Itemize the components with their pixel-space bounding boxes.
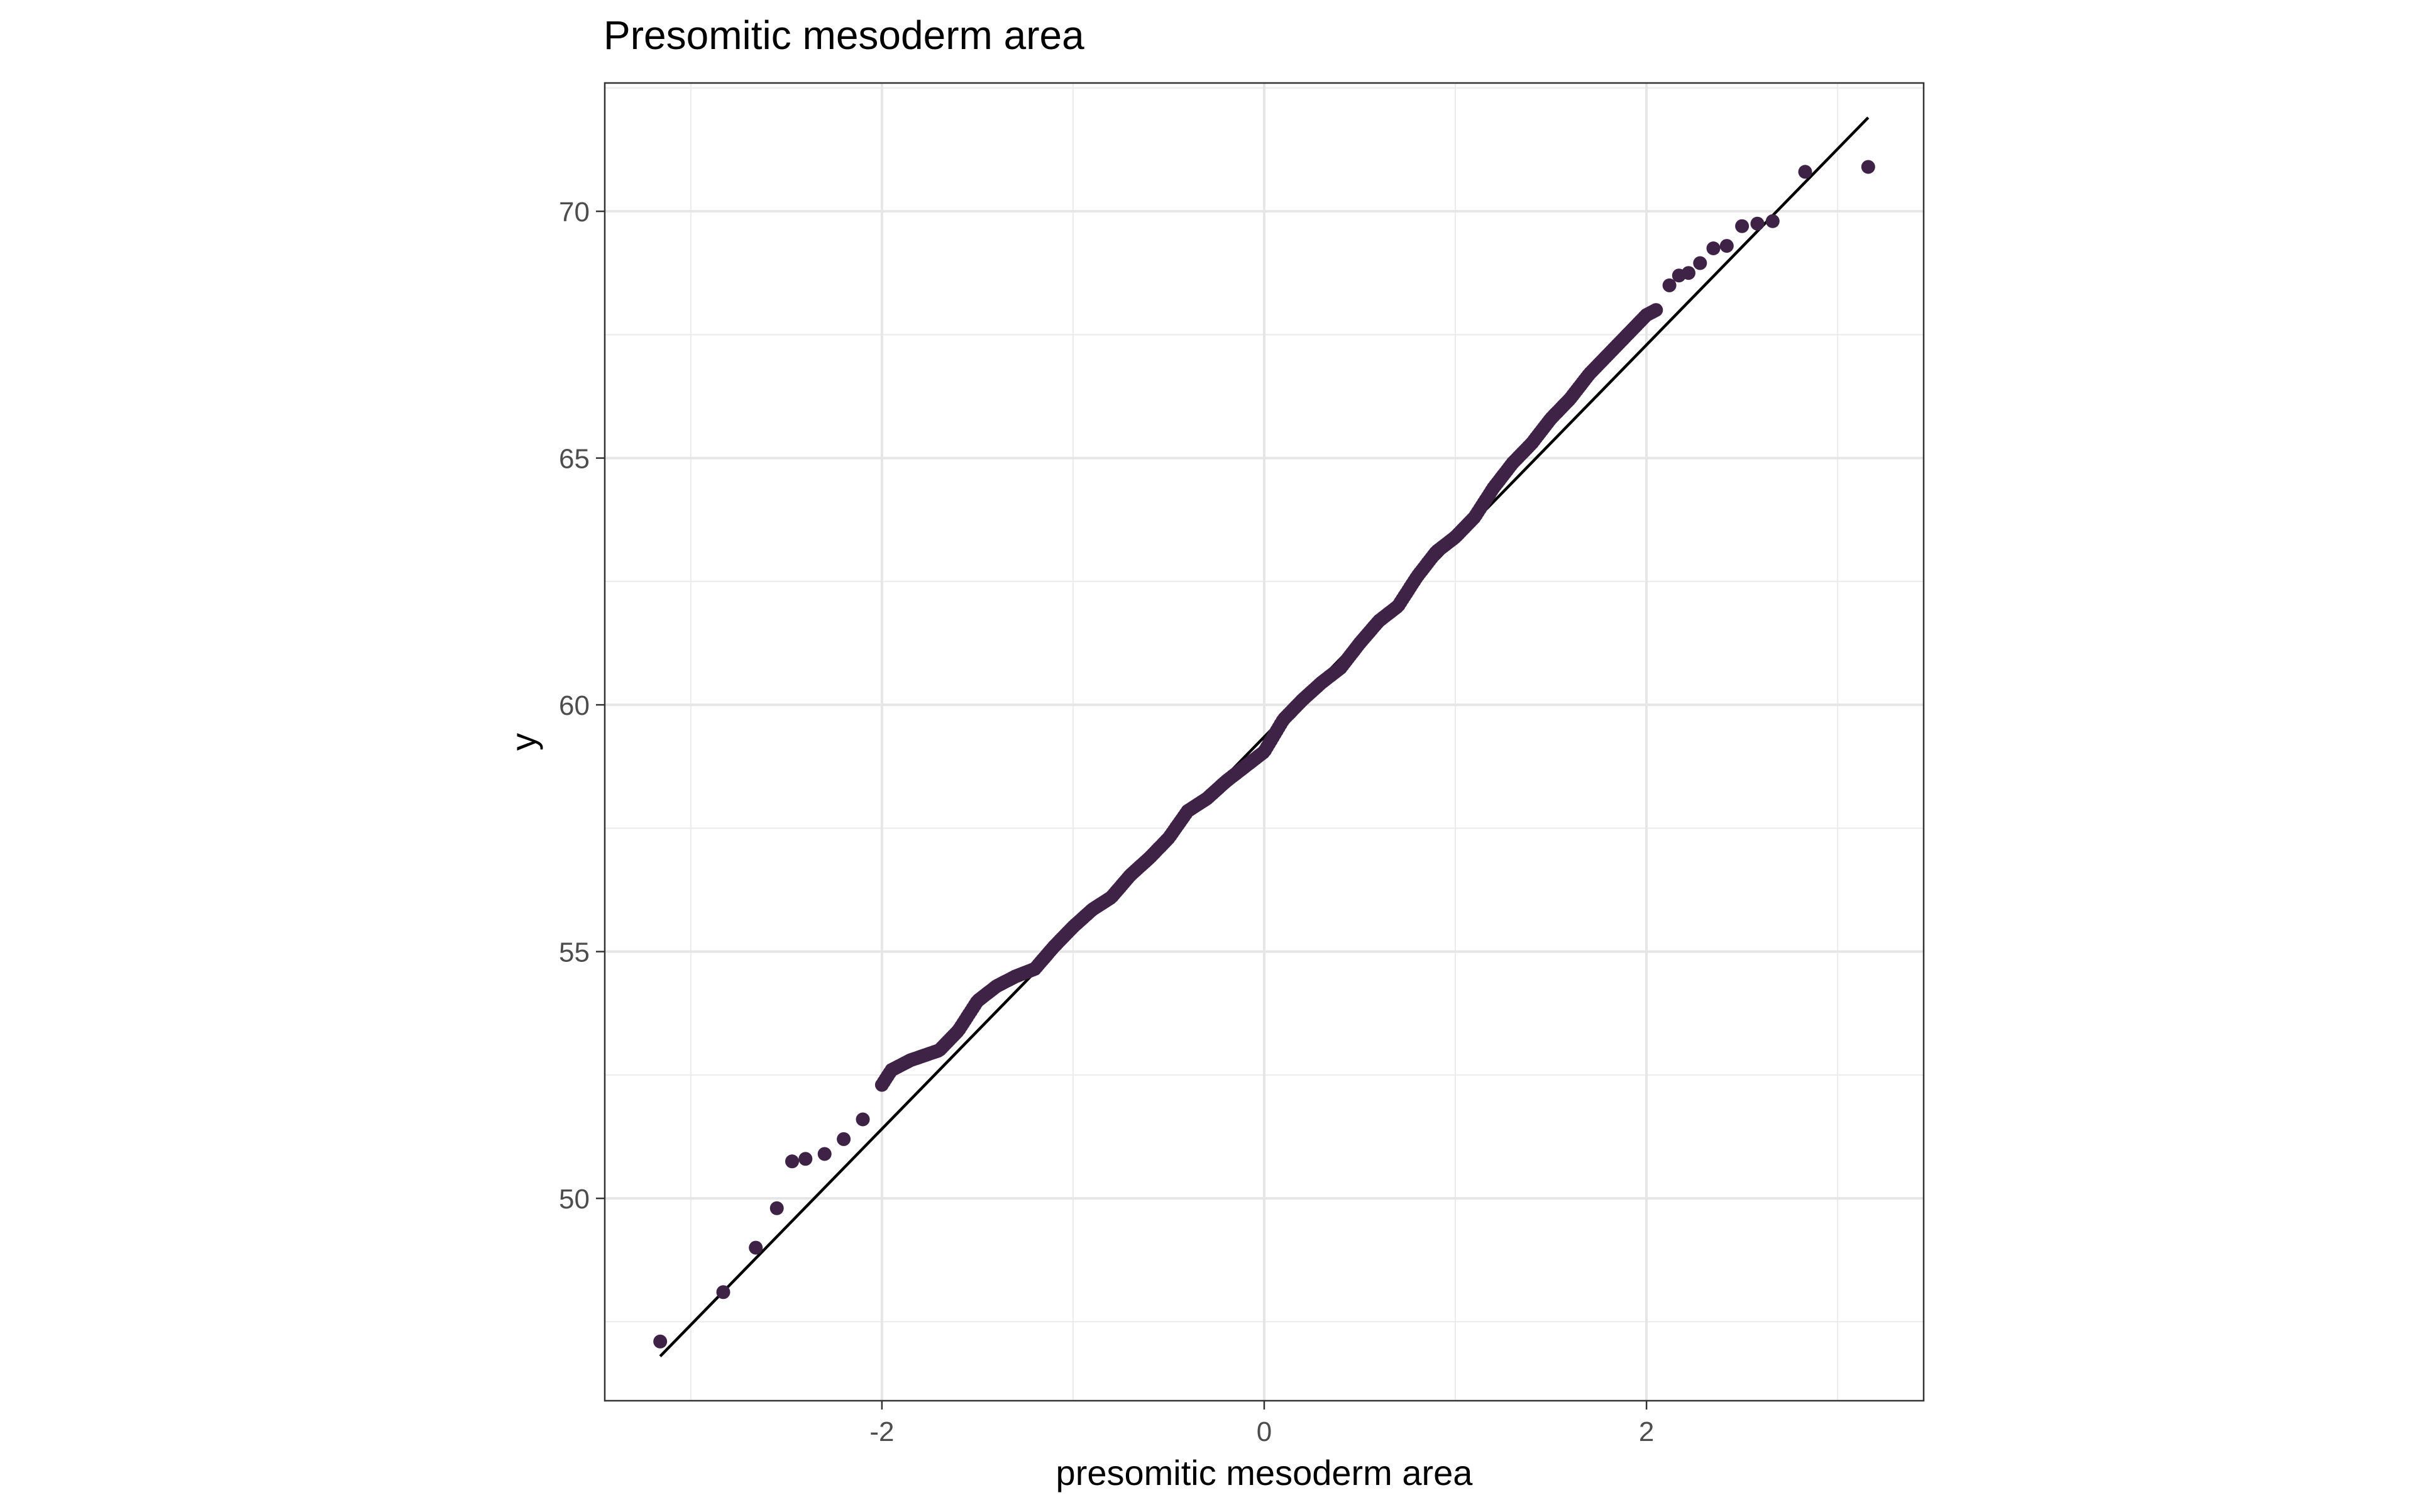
data-point	[749, 1240, 763, 1255]
data-point	[653, 1334, 668, 1349]
data-point	[1706, 241, 1721, 255]
y-tick-label: 60	[559, 690, 590, 721]
data-point	[1693, 256, 1707, 270]
data-point	[856, 1112, 870, 1127]
data-point	[716, 1285, 730, 1300]
data-point	[1682, 266, 1695, 280]
y-tick-label: 65	[559, 444, 590, 475]
x-tick-label: -2	[869, 1416, 894, 1447]
chart-title: Presomitic mesoderm area	[604, 13, 1084, 58]
y-tick-label: 50	[559, 1184, 590, 1215]
data-point	[1662, 278, 1677, 292]
qq-reference-line	[659, 116, 1870, 1357]
data-point	[785, 1154, 799, 1169]
data-point	[1861, 160, 1875, 174]
y-tick-label: 55	[559, 937, 590, 968]
x-axis-label: presomitic mesoderm area	[1056, 1453, 1474, 1493]
data-point	[1735, 219, 1750, 233]
data-point	[1750, 216, 1765, 231]
data-point	[817, 1147, 832, 1161]
data-point	[798, 1152, 813, 1166]
y-tick-label: 70	[559, 197, 590, 228]
x-tick-label: 2	[1639, 1416, 1654, 1447]
y-axis-label: y	[504, 733, 543, 751]
data-point	[1798, 165, 1812, 179]
data-point	[1649, 303, 1663, 317]
data-point	[1765, 214, 1780, 228]
data-point	[1719, 239, 1734, 253]
data-point	[769, 1201, 784, 1215]
data-point	[837, 1132, 851, 1146]
x-tick-label: 0	[1257, 1416, 1272, 1447]
